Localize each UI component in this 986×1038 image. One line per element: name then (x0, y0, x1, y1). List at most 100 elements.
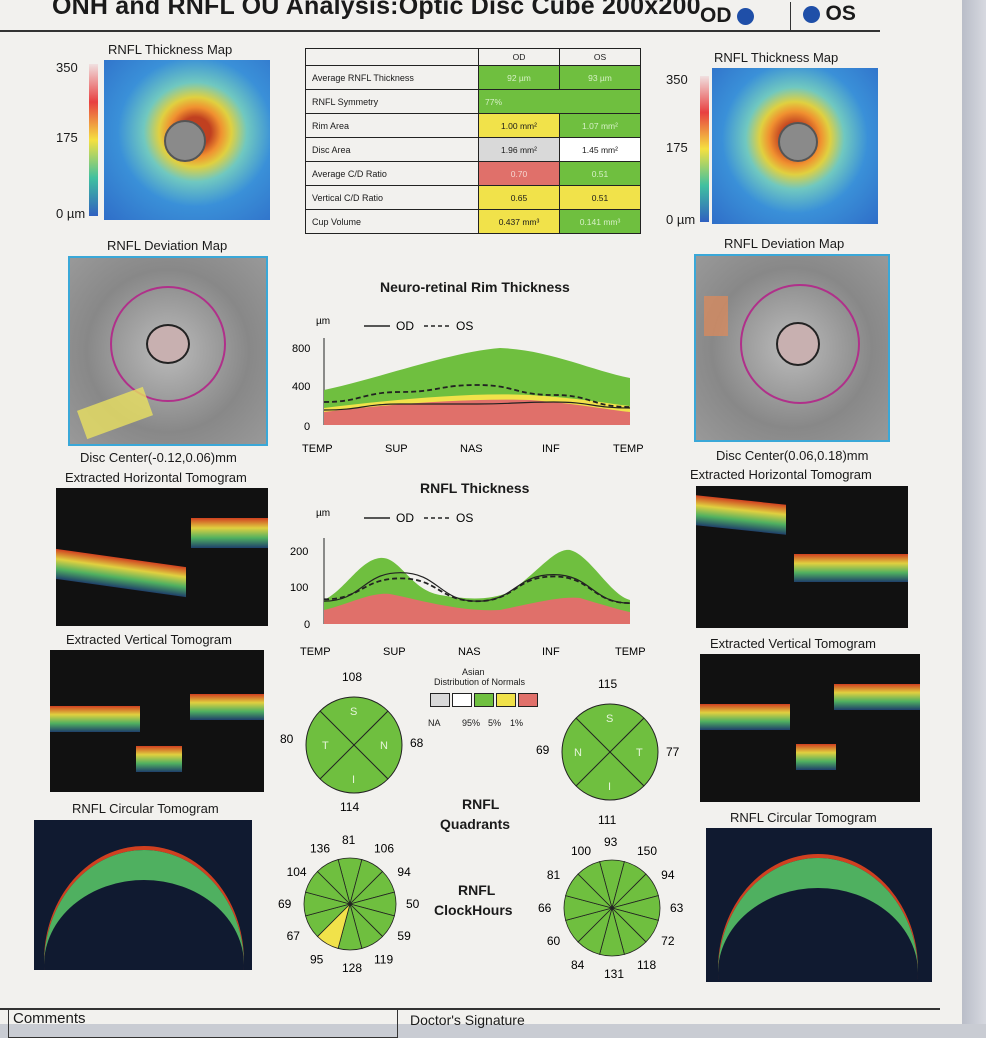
rim-os-series (323, 384, 631, 408)
os-quadrant-chart: S N I T 115 69 77 111 (536, 677, 680, 827)
normals-label-95: 95% (462, 718, 481, 728)
os-scale-low: 0 µm (666, 212, 696, 227)
normals-swatch-na (430, 693, 450, 707)
row-name: RNFL Symmetry (305, 89, 479, 114)
rim-od-series (323, 401, 631, 411)
row-name: Cup Volume (305, 209, 479, 234)
quadrants-label-line1: RNFL (462, 796, 500, 812)
od-horizontal-tomogram-title: Extracted Horizontal Tomogram (65, 470, 247, 485)
od-deviation-map (68, 256, 268, 446)
row-os-value: 93 µm (559, 65, 641, 90)
row-os-value: 0.51 (559, 161, 641, 186)
os-clock-value: 100 (571, 844, 591, 858)
rim-legend-od: OD (396, 319, 414, 333)
od-scale-low: 0 µm (56, 206, 86, 221)
os-clock-value: 118 (637, 958, 656, 972)
os-scale-mid: 175 (666, 140, 688, 155)
os-quadrant-right: 77 (666, 745, 680, 759)
od-quadrant-s: S (350, 706, 357, 718)
rim-xtick-temp2: TEMP (613, 443, 644, 455)
comments-box[interactable]: Comments (8, 1008, 398, 1038)
os-deviation-map-title: RNFL Deviation Map (724, 236, 845, 251)
os-color-scale (700, 76, 709, 222)
os-deviation-map (694, 254, 890, 442)
os-clock-value: 93 (604, 835, 618, 849)
os-quadrant-top: 115 (598, 677, 617, 691)
report-sheet: ONH and RNFL OU Analysis:Optic Disc Cube… (0, 0, 962, 1038)
row-os-value: 0.51 (559, 185, 641, 210)
table-corner-cell (305, 48, 479, 66)
od-deviation-patch (76, 386, 154, 440)
od-clock-value: 50 (406, 897, 420, 911)
os-clock-value: 131 (604, 967, 624, 981)
os-clock-sector (577, 861, 613, 910)
rnfl-legend-os: OS (456, 511, 473, 525)
rnfl-xtick-nas: NAS (458, 646, 481, 658)
od-measurement-circle (110, 286, 226, 402)
os-vertical-tomogram (700, 654, 920, 802)
os-disc-outline (776, 322, 820, 366)
comments-label: Comments (13, 1010, 86, 1027)
os-thickness-map-title: RNFL Thickness Map (714, 50, 839, 65)
row-name: Rim Area (305, 113, 479, 138)
od-clock-value: 81 (342, 833, 356, 847)
row-od-value: 0.437 mm³ (478, 209, 560, 234)
table-row: RNFL Symmetry 77% (305, 89, 641, 114)
normals-label-na: NA (428, 718, 441, 728)
od-circular-tomogram-title: RNFL Circular Tomogram (72, 801, 219, 816)
rim-chart-title: Neuro-retinal Rim Thickness (380, 279, 570, 295)
rim-normal-band-red (324, 399, 630, 425)
os-quadrant-div2 (575, 717, 645, 787)
row-name: Average RNFL Thickness (305, 65, 479, 90)
od-clock-value: 106 (374, 842, 394, 856)
os-quadrant-s: S (606, 713, 613, 725)
os-clock-value: 60 (547, 934, 561, 948)
od-clock-sector (316, 859, 351, 906)
od-vertical-tomogram-title: Extracted Vertical Tomogram (66, 632, 232, 647)
row-name: Vertical C/D Ratio (305, 185, 479, 210)
os-scale-high: 350 (666, 72, 688, 87)
od-clock-value: 104 (287, 865, 307, 879)
rim-xtick-sup: SUP (385, 443, 408, 455)
od-quadrant-div2 (319, 710, 389, 780)
od-dot-icon (737, 7, 755, 25)
rim-xtick-temp: TEMP (302, 443, 333, 455)
os-clock-value: 94 (661, 868, 675, 882)
table-col-od: OD (478, 48, 560, 66)
os-clock-value: 81 (547, 868, 561, 882)
od-disc-outline (146, 324, 190, 364)
od-clock-value: 119 (374, 952, 393, 966)
table-row: Vertical C/D Ratio 0.65 0.51 (305, 185, 641, 210)
od-quadrant-left: 80 (280, 732, 294, 746)
rnfl-chart-title: RNFL Thickness (420, 480, 530, 496)
background-edge (962, 0, 986, 1024)
row-name: Average C/D Ratio (305, 161, 479, 186)
clockhours-label-line1: RNFL (458, 882, 496, 898)
od-quadrant-bottom: 114 (340, 800, 359, 814)
row-od-value: 0.65 (478, 185, 560, 210)
table-row: Average RNFL Thickness 92 µm 93 µm (305, 65, 641, 90)
normals-swatch-1 (496, 693, 516, 707)
od-disc-center: Disc Center(-0.12,0.06)mm (80, 450, 237, 465)
od-clock-value: 128 (342, 961, 362, 975)
row-od-value: 92 µm (478, 65, 560, 90)
rim-ytick-400: 400 (292, 381, 310, 393)
rnfl-xtick-temp: TEMP (300, 646, 331, 658)
rnfl-chart: µm OD OS 200 100 0 TEMP SUP NAS INF TEMP (290, 508, 646, 658)
os-vertical-tomogram-title: Extracted Vertical Tomogram (710, 636, 876, 651)
row-od-value: 0.70 (478, 161, 560, 186)
rnfl-os-series (323, 575, 631, 604)
table-row: Cup Volume 0.437 mm³ 0.141 mm³ (305, 209, 641, 234)
normals-swatch-95 (452, 693, 472, 707)
rim-xtick-nas: NAS (460, 443, 483, 455)
normals-title-line1: Asian (462, 667, 485, 677)
od-thickness-map (104, 60, 270, 220)
rnfl-xtick-temp2: TEMP (615, 646, 646, 658)
os-clock-value: 84 (571, 958, 585, 972)
normals-label-5: 5% (488, 718, 502, 728)
os-clock-value: 72 (661, 934, 675, 948)
rim-ytick-800: 800 (292, 343, 310, 355)
od-clock-value: 95 (310, 952, 324, 966)
